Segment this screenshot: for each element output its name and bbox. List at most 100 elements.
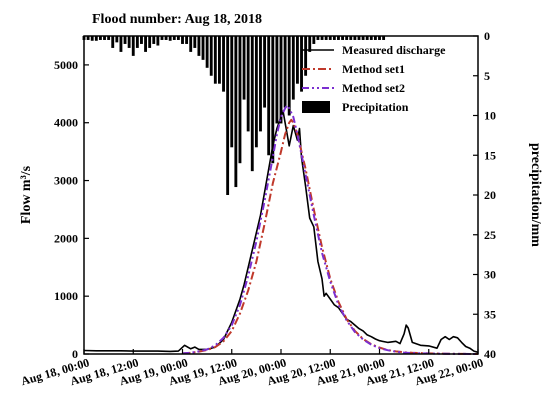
precipitation-bar: [131, 36, 135, 56]
precipitation-bar: [107, 36, 111, 40]
precipitation-bar: [312, 36, 316, 44]
precipitation-bar: [123, 36, 127, 44]
y-tick-label: 3000: [54, 174, 78, 188]
y2-tick-label: 35: [484, 307, 496, 321]
precipitation-bar: [230, 36, 234, 148]
chart-legend: Measured discharge Method set1 Method set2…: [302, 43, 446, 114]
precipitation-bar: [361, 36, 365, 40]
precipitation-bar: [275, 36, 279, 124]
precipitation-bar: [172, 36, 176, 40]
precipitation-bar: [369, 36, 373, 40]
precipitation-bar: [254, 36, 258, 148]
precipitation-bar: [140, 36, 143, 44]
precipitation-bar: [94, 36, 98, 41]
precipitation-bar: [283, 36, 287, 108]
series-line-method-set2: [182, 104, 479, 355]
y2-tick-label: 30: [484, 268, 496, 282]
precipitation-bar: [365, 36, 369, 40]
legend-swatch-precipitation: [302, 101, 330, 113]
precipitation-bar: [98, 36, 102, 40]
precipitation-bar: [234, 36, 238, 188]
y2-tick-label: 0: [484, 29, 490, 43]
precipitation-bar: [242, 36, 246, 100]
precipitation-bar: [160, 36, 164, 40]
y2-tick-label: 5: [484, 69, 490, 83]
y-axis-right: 0 5 10 15 20 25 30 35 40: [473, 29, 496, 361]
precipitation-bar: [308, 36, 312, 52]
precipitation-bar: [295, 36, 299, 84]
precipitation-bar: [152, 36, 156, 44]
precipitation-bar: [176, 36, 180, 40]
precipitation-bar: [279, 36, 283, 124]
precipitation-bars: [82, 36, 386, 195]
precipitation-bar: [316, 36, 320, 40]
precipitation-bar: [222, 36, 225, 92]
precipitation-bar: [287, 36, 291, 116]
precipitation-bar: [135, 36, 139, 48]
y-tick-label: 4000: [54, 116, 78, 130]
precipitation-bar: [115, 36, 119, 43]
chart-title: Flood number: Aug 18, 2018: [92, 12, 262, 27]
precipitation-bar: [193, 36, 197, 48]
precipitation-bar: [164, 36, 168, 40]
precipitation-bar: [205, 36, 209, 68]
precipitation-bar: [357, 36, 361, 40]
precipitation-bar: [332, 36, 336, 40]
precipitation-bar: [209, 36, 213, 76]
precipitation-bar: [144, 36, 147, 52]
precipitation-bar: [90, 36, 94, 41]
precipitation-bar: [259, 36, 262, 132]
precipitation-bar: [201, 36, 205, 60]
precipitation-bar: [218, 36, 221, 84]
precipitation-bar: [156, 36, 160, 46]
precipitation-bar: [373, 36, 377, 40]
precipitation-bar: [213, 36, 217, 84]
precipitation-bar: [291, 36, 295, 100]
precipitation-bar: [341, 36, 344, 40]
y2-tick-label: 15: [484, 148, 496, 162]
y-axis-left: 0 1000 2000 3000 4000 5000: [54, 58, 89, 361]
precipitation-bar: [197, 36, 201, 56]
y-tick-label: 0: [72, 347, 78, 361]
precipitation-bar: [345, 36, 349, 40]
legend-label: Method set2: [342, 81, 405, 95]
y-tick-label: 2000: [54, 231, 78, 245]
precipitation-bar: [263, 36, 267, 108]
precipitation-bar: [189, 36, 193, 52]
precipitation-bar: [271, 36, 275, 164]
y2-axis-title: precipitation/mm: [528, 143, 543, 247]
precipitation-bar: [320, 36, 324, 40]
precipitation-bar: [349, 36, 353, 40]
precipitation-bar: [226, 36, 230, 195]
series-lines: [83, 104, 479, 355]
y2-tick-label: 25: [484, 228, 496, 242]
precipitation-bar: [324, 36, 328, 40]
y2-tick-label: 40: [484, 347, 496, 361]
y-axis-title: Flow m³/s: [19, 165, 34, 224]
precipitation-bar: [337, 36, 340, 40]
precipitation-bar: [378, 36, 381, 40]
legend-label: Measured discharge: [342, 43, 446, 57]
precipitation-bar: [246, 36, 250, 132]
precipitation-bar: [168, 36, 172, 41]
precipitation-bar: [148, 36, 152, 48]
legend-label: Precipitation: [342, 100, 409, 114]
precipitation-bar: [103, 36, 106, 40]
y2-tick-label: 10: [484, 109, 496, 123]
precipitation-bar: [185, 36, 189, 44]
precipitation-bar: [304, 36, 308, 76]
precipitation-bar: [300, 36, 303, 92]
precipitation-bar: [238, 36, 242, 164]
precipitation-bar: [328, 36, 332, 40]
precipitation-bar: [353, 36, 357, 40]
precipitation-bar: [119, 36, 123, 52]
precipitation-bar: [382, 36, 386, 40]
legend-label: Method set1: [342, 62, 405, 76]
precipitation-bar: [127, 36, 131, 48]
precipitation-bar: [250, 36, 254, 172]
precipitation-bar: [86, 36, 90, 40]
precipitation-bar: [111, 36, 115, 48]
y2-tick-label: 20: [484, 188, 496, 202]
